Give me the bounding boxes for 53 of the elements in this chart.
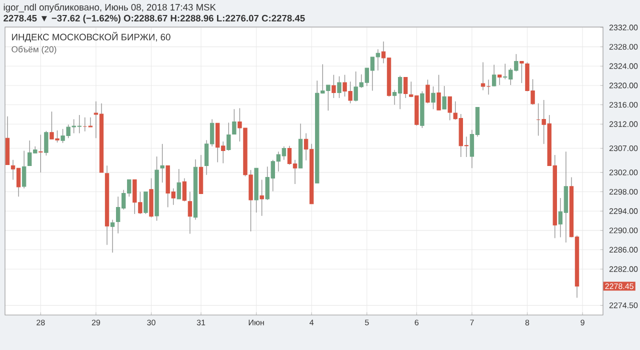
candlestick — [431, 86, 436, 110]
x-tick-label: 8 — [525, 320, 530, 326]
y-tick-label: 2307.00 — [609, 145, 638, 152]
candlestick — [498, 74, 502, 86]
x-tick-label: 9 — [580, 320, 584, 326]
y-tick-label: 2320.00 — [609, 82, 638, 88]
candlestick — [332, 74, 336, 98]
candlestick — [260, 179, 264, 216]
x-tick-label: Июн — [248, 320, 264, 326]
candlestick — [22, 150, 26, 189]
candlestick — [492, 64, 496, 87]
candlestick — [337, 76, 342, 98]
x-tick-label: 7 — [470, 320, 474, 326]
y-tick-label: 2324.00 — [609, 63, 638, 69]
candlestick — [404, 76, 408, 98]
text: 2278.45 — [605, 283, 634, 290]
y-tick-label: 2316.00 — [609, 102, 638, 108]
x-tick-label: 5 — [364, 320, 369, 326]
x-tick-label: 29 — [92, 320, 100, 326]
candlestick — [110, 219, 115, 253]
annotation: Объём (20) — [12, 46, 56, 54]
candlestick — [88, 117, 93, 128]
y-tick-label: 2294.00 — [609, 208, 638, 214]
candlestick — [176, 168, 181, 200]
x-tick-label: 28 — [36, 320, 45, 326]
x-tick-label: 30 — [147, 320, 156, 326]
text: ИНДЕКС МОСКОВСКОЙ БИРЖИ, 60 — [12, 32, 170, 42]
y-tick-label: 2286.00 — [609, 246, 638, 253]
candlestick — [226, 122, 231, 152]
y-tick-label: 2302.00 — [609, 170, 638, 176]
y-tick-label: 2328.00 — [609, 44, 638, 50]
candlestick — [520, 60, 524, 84]
text: igor_ndl опубликовано, Июнь 08, 2018 17:43 MSK — [4, 4, 216, 12]
y-tick-label: 2282.00 — [609, 266, 638, 272]
y-tick-label: 2290.00 — [609, 228, 638, 234]
candlestick — [44, 130, 48, 156]
y-tick-label: 2298.00 — [609, 188, 638, 195]
candlestick — [232, 108, 236, 135]
candlestick — [442, 86, 446, 110]
candlestick — [160, 144, 164, 183]
candlestick — [182, 178, 187, 202]
chart-subtitle: 2278.45 ▼ −37.62 (−1.62%) O:2288.67 H:2288.96 L:2276.07 C:2278.45 — [4, 14, 305, 24]
y-tick-label: 2274.50 — [609, 302, 638, 308]
candlestick — [144, 191, 148, 214]
y-tick-label: 2312.00 — [609, 121, 638, 127]
candlestick — [38, 134, 43, 173]
candlestick — [436, 74, 441, 110]
candlestick — [188, 191, 192, 234]
candlestick — [426, 79, 430, 104]
y-tick-label: 2332.00 — [609, 24, 638, 30]
x-tick-label: 6 — [414, 320, 419, 326]
x-tick-label: 31 — [196, 320, 206, 326]
x-tick-label: 4 — [310, 320, 314, 326]
